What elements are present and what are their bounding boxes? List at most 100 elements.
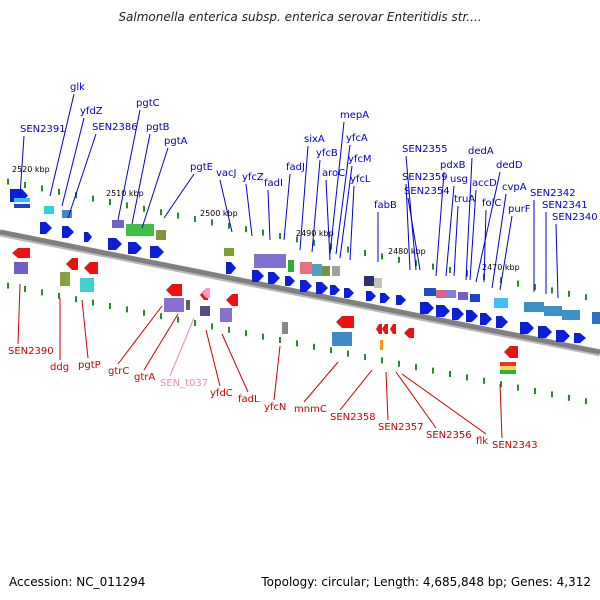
forward-feature-bar xyxy=(424,288,436,296)
map-title: Salmonella enterica subsp. enterica sero… xyxy=(118,10,482,24)
gene-leader-line xyxy=(219,179,233,233)
reverse-feature-bar xyxy=(332,332,352,346)
gene-label-pdxB: pdxB xyxy=(440,160,466,171)
gene-label-SEN2342: SEN2342 xyxy=(530,188,576,199)
forward-feature-bar xyxy=(224,248,234,256)
forward-feature-bar xyxy=(592,312,600,324)
gene-label-SEN2341: SEN2341 xyxy=(542,200,588,211)
gene-label-cvpA: cvpA xyxy=(502,182,527,193)
gene-label-purF: purF xyxy=(508,204,531,215)
gene-label-yfcM: yfcM xyxy=(348,154,372,165)
gene-label-sixA: sixA xyxy=(304,134,325,145)
gene-leader-line xyxy=(221,333,249,393)
gene-leader-line xyxy=(117,305,163,365)
gene-leader-line xyxy=(131,133,151,225)
gene-leader-line xyxy=(435,171,445,277)
forward-gene-arrow xyxy=(496,316,508,328)
forward-gene-arrow xyxy=(330,285,340,295)
gene-label-SEN2354: SEN2354 xyxy=(404,186,450,197)
gene-leader-line xyxy=(267,189,271,241)
forward-feature-bar xyxy=(332,266,340,276)
gene-label-glk: glk xyxy=(70,82,85,93)
gene-leader-line xyxy=(339,165,353,259)
reverse-gene-arrow xyxy=(404,328,414,338)
feature-layer xyxy=(10,189,600,374)
gene-label-ddg: ddg xyxy=(50,362,69,373)
reverse-gene-arrow xyxy=(12,248,30,258)
gene-leader-line xyxy=(299,145,309,251)
reverse-gene-arrow xyxy=(382,324,388,334)
forward-gene-arrow xyxy=(62,226,74,238)
gene-label-SEN2356: SEN2356 xyxy=(426,430,472,441)
gene-label-pgtA: pgtA xyxy=(164,136,188,147)
gene-leader-line xyxy=(483,209,487,283)
gene-label-SEN_t037: SEN_t037 xyxy=(160,378,208,389)
gene-label-gtrA: gtrA xyxy=(134,372,155,383)
gene-label-yfcZ: yfcZ xyxy=(242,172,264,183)
gene-leader-line xyxy=(385,371,389,421)
forward-feature-bar xyxy=(322,266,330,276)
gene-label-SEN2358: SEN2358 xyxy=(330,412,376,423)
gene-leader-line xyxy=(245,183,253,237)
reverse-gene-arrow xyxy=(336,316,354,328)
gene-label-dedD: dedD xyxy=(496,160,523,171)
gene-label-pgtE: pgtE xyxy=(190,162,213,173)
topology-summary: Topology: circular; Length: 4,685,848 bp… xyxy=(261,575,591,589)
gene-label-truA: truA xyxy=(454,194,475,205)
forward-feature-bar xyxy=(14,198,30,202)
forward-gene-arrow xyxy=(40,222,52,234)
forward-feature-bar xyxy=(562,310,580,320)
reverse-feature-bar xyxy=(14,262,28,274)
forward-gene-arrow xyxy=(300,280,312,292)
gene-leader-line xyxy=(141,147,169,229)
gene-leader-line xyxy=(465,157,473,281)
forward-feature-bar xyxy=(126,224,154,236)
forward-feature-bar xyxy=(254,254,286,268)
gene-label-pgtP: pgtP xyxy=(78,360,101,371)
reverse-feature-bar xyxy=(60,272,70,286)
forward-gene-arrow xyxy=(452,308,464,320)
forward-gene-arrow xyxy=(150,246,164,258)
gene-leader-line xyxy=(401,373,487,435)
gene-label-yfcA: yfcA xyxy=(346,133,368,144)
reverse-gene-arrow xyxy=(84,262,98,274)
gene-label-yfdZ: yfdZ xyxy=(80,106,103,117)
gene-leader-line xyxy=(335,144,351,255)
reverse-gene-arrow xyxy=(166,284,182,296)
gene-label-yfcL: yfcL xyxy=(350,174,371,185)
forward-gene-arrow xyxy=(436,305,450,317)
ruler-tick-label: 2480 kbp xyxy=(388,247,426,256)
gene-label-SEN2357: SEN2357 xyxy=(378,422,424,433)
gene-label-fadJ: fadJ xyxy=(286,162,305,173)
gene-leader-line xyxy=(81,299,89,359)
gene-label-flk: flk xyxy=(476,436,488,447)
label-layer: SEN2391 glk yfdZ SEN2386 pgtC pgtB pgtA pgtEvac… xyxy=(8,82,598,451)
gene-label-SEN2386: SEN2386 xyxy=(92,122,138,133)
forward-feature-bar xyxy=(374,278,382,288)
gene-leader-line xyxy=(445,185,455,277)
gene-label-SEN2391: SEN2391 xyxy=(20,124,66,135)
forward-feature-bar xyxy=(44,206,54,214)
forward-gene-arrow xyxy=(380,293,390,303)
gene-label-SEN2340: SEN2340 xyxy=(552,212,598,223)
forward-feature-bar xyxy=(494,298,508,308)
forward-feature-bar xyxy=(470,294,480,302)
gene-leader-line xyxy=(67,133,97,219)
forward-feature-bar xyxy=(544,306,562,316)
gene-leader-line xyxy=(273,345,281,401)
gene-leader-line xyxy=(303,361,339,403)
ruler-tick-label: 2520 kbp xyxy=(12,165,50,174)
gene-leader-line xyxy=(475,171,501,283)
gene-label-pgtC: pgtC xyxy=(136,98,160,109)
reverse-feature-bar xyxy=(80,278,94,292)
gene-label-SEN2359: SEN2359 xyxy=(402,172,448,183)
gene-label-folC: folC xyxy=(482,198,501,209)
forward-feature-bar xyxy=(446,290,456,298)
gene-leader-line xyxy=(329,121,345,255)
gene-label-mnmC: mnmC xyxy=(294,404,327,415)
gene-leader-line xyxy=(143,313,179,371)
gene-leader-line xyxy=(19,135,25,197)
gene-label-fabB: fabB xyxy=(374,200,397,211)
reverse-gene-arrow xyxy=(504,346,518,358)
